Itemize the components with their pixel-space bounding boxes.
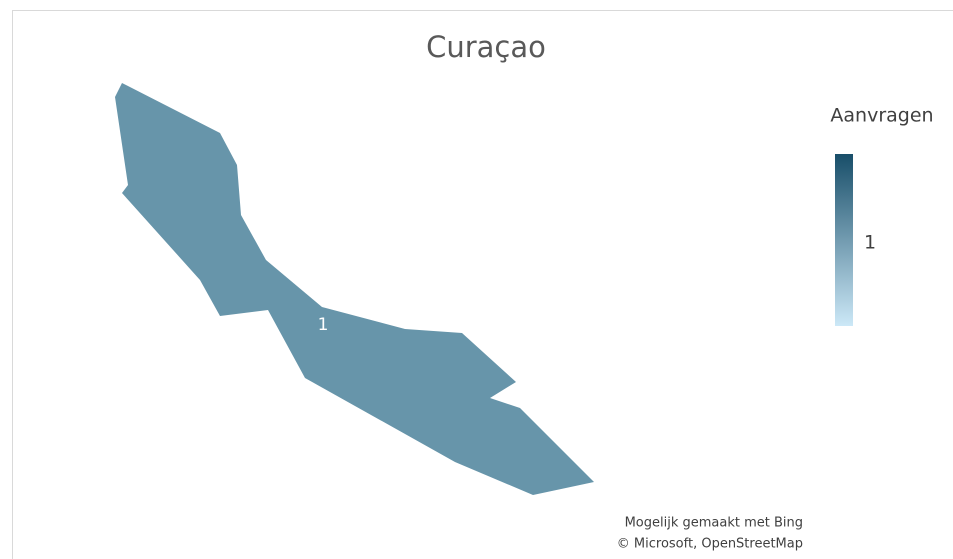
attribution: © Microsoft, OpenStreetMap	[617, 537, 803, 552]
frame	[12, 10, 953, 559]
attribution: Mogelijk gemaakt met Bing	[625, 516, 803, 531]
legend-tick-label: 1	[864, 232, 876, 254]
legend-gradient	[835, 154, 853, 326]
legend-title: Aanvragen	[830, 105, 933, 127]
region-label: 1	[318, 315, 329, 335]
region	[115, 83, 594, 495]
chart-title: Curaçao	[426, 30, 546, 64]
